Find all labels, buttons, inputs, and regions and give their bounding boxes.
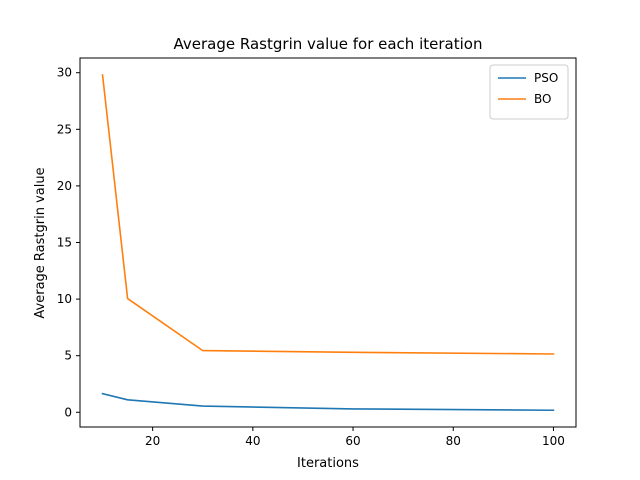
x-tick-label: 60 [345, 434, 360, 448]
y-tick-label: 30 [57, 66, 72, 80]
series-line-pso [101, 392, 555, 412]
x-tick-label: 20 [145, 434, 160, 448]
y-tick-label: 10 [57, 292, 72, 306]
x-axis-label: Iterations [297, 456, 359, 471]
x-tick-label: 100 [542, 434, 565, 448]
legend-label-pso: PSO [534, 71, 558, 85]
x-tick-label: 40 [245, 434, 260, 448]
y-tick-label: 25 [57, 122, 72, 136]
y-axis-label: Average Rastgrin value [33, 167, 48, 318]
chart-title: Average Rastgrin value for each iteratio… [174, 35, 483, 53]
y-tick-label: 15 [57, 236, 72, 250]
legend-label-bo: BO [534, 92, 551, 106]
y-tick-label: 5 [64, 349, 72, 363]
series-line-bo [101, 74, 555, 355]
y-tick-label: 20 [57, 179, 72, 193]
x-tick-label: 80 [446, 434, 461, 448]
plot-area: 20 40 60 80 100 0 5 10 15 20 25 30 [57, 57, 577, 448]
legend: PSO BO [489, 64, 569, 120]
y-tick-label: 0 [64, 405, 72, 419]
